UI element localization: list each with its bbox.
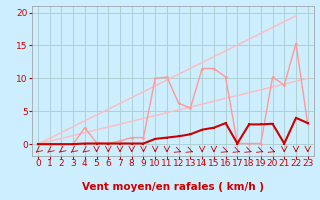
X-axis label: Vent moyen/en rafales ( km/h ): Vent moyen/en rafales ( km/h ) [82,182,264,192]
